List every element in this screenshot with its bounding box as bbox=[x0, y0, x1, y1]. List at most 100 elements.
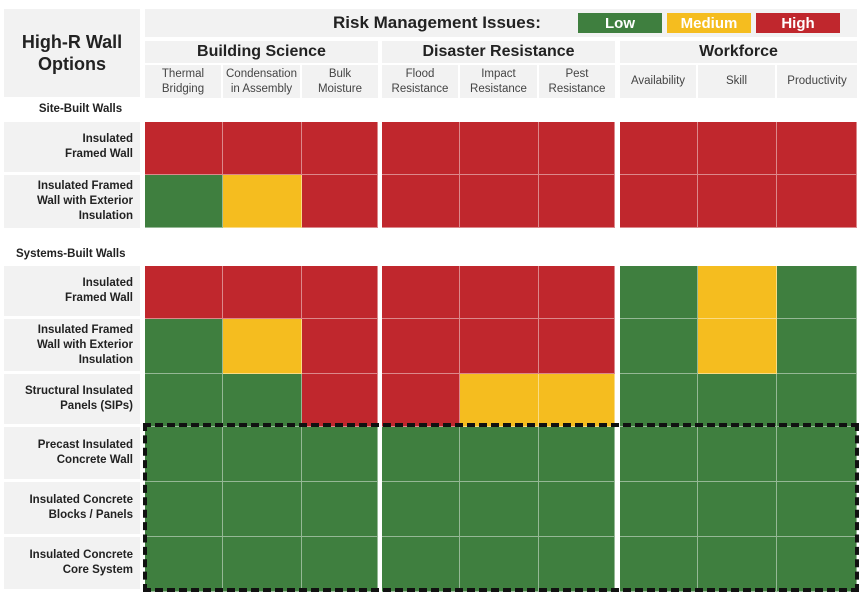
risk-cell bbox=[620, 319, 698, 374]
risk-cell bbox=[698, 537, 777, 592]
risk-cell bbox=[223, 319, 302, 374]
risk-cell bbox=[302, 374, 378, 427]
risk-cell bbox=[223, 175, 302, 228]
risk-cell bbox=[382, 122, 460, 175]
risk-cell bbox=[698, 482, 777, 537]
risk-cell bbox=[460, 122, 539, 175]
risk-cell bbox=[539, 319, 615, 374]
column-header: Impact Resistance bbox=[460, 65, 537, 98]
risk-cell bbox=[777, 482, 857, 537]
column-header: Productivity bbox=[777, 65, 857, 98]
risk-cell bbox=[777, 175, 857, 228]
risk-cell bbox=[460, 537, 539, 592]
risk-cell bbox=[223, 482, 302, 537]
risk-cell bbox=[620, 537, 698, 592]
column-header: Availability bbox=[620, 65, 696, 98]
risk-cell bbox=[302, 482, 378, 537]
row-label: Structural Insulated Panels (SIPs) bbox=[4, 374, 140, 424]
risk-cell bbox=[223, 266, 302, 319]
risk-cell bbox=[223, 537, 302, 592]
column-header: Condensation in Assembly bbox=[223, 65, 300, 98]
risk-cell bbox=[382, 319, 460, 374]
risk-cell bbox=[145, 319, 223, 374]
risk-cell bbox=[382, 266, 460, 319]
risk-cell bbox=[698, 374, 777, 427]
row-label: Insulated Framed Wall with Exterior Insu… bbox=[4, 175, 140, 228]
risk-cell bbox=[460, 482, 539, 537]
column-header: Thermal Bridging bbox=[145, 65, 221, 98]
risk-cell bbox=[145, 266, 223, 319]
risk-cell bbox=[777, 374, 857, 427]
group-header-building-science: Building Science bbox=[145, 41, 378, 63]
group-header-disaster-resistance: Disaster Resistance bbox=[382, 41, 615, 63]
risk-cell bbox=[302, 537, 378, 592]
legend-low: Low bbox=[578, 13, 662, 33]
risk-cell bbox=[145, 175, 223, 228]
risk-cell bbox=[620, 427, 698, 482]
risk-cell bbox=[223, 122, 302, 175]
section-label-site-built: Site-Built Walls bbox=[38, 103, 123, 115]
risk-cell bbox=[302, 122, 378, 175]
risk-cell bbox=[777, 319, 857, 374]
risk-cell bbox=[620, 175, 698, 228]
legend-title: Risk Management Issues: bbox=[333, 13, 541, 32]
risk-cell bbox=[302, 427, 378, 482]
risk-cell bbox=[539, 427, 615, 482]
risk-cell bbox=[460, 374, 539, 427]
risk-cell bbox=[145, 482, 223, 537]
column-header: Bulk Moisture bbox=[302, 65, 378, 98]
risk-cell bbox=[145, 374, 223, 427]
risk-cell bbox=[223, 427, 302, 482]
risk-cell bbox=[539, 537, 615, 592]
risk-cell bbox=[145, 537, 223, 592]
risk-cell bbox=[620, 482, 698, 537]
row-label: Insulated Framed Wall bbox=[4, 122, 140, 172]
risk-cell bbox=[698, 122, 777, 175]
risk-cell bbox=[698, 266, 777, 319]
row-label: Insulated Concrete Core System bbox=[4, 537, 140, 589]
risk-cell bbox=[382, 427, 460, 482]
risk-cell bbox=[382, 175, 460, 228]
section-label-systems-built: Systems-Built Walls bbox=[16, 248, 126, 260]
risk-cell bbox=[620, 122, 698, 175]
risk-cell bbox=[145, 427, 223, 482]
risk-cell bbox=[698, 427, 777, 482]
risk-cell bbox=[302, 319, 378, 374]
risk-cell bbox=[620, 374, 698, 427]
column-header: Skill bbox=[698, 65, 775, 98]
risk-cell bbox=[539, 266, 615, 319]
risk-cell bbox=[382, 537, 460, 592]
risk-cell bbox=[539, 122, 615, 175]
risk-cell bbox=[620, 266, 698, 319]
column-header: Flood Resistance bbox=[382, 65, 458, 98]
risk-cell bbox=[698, 319, 777, 374]
risk-cell bbox=[460, 175, 539, 228]
risk-cell bbox=[777, 266, 857, 319]
risk-cell bbox=[382, 374, 460, 427]
legend-high: High bbox=[756, 13, 840, 33]
row-label: Precast Insulated Concrete Wall bbox=[4, 427, 140, 479]
risk-cell bbox=[777, 122, 857, 175]
risk-cell bbox=[460, 319, 539, 374]
chart-title-box: High-R Wall Options bbox=[4, 9, 140, 97]
group-header-workforce: Workforce bbox=[620, 41, 857, 63]
risk-cell bbox=[145, 122, 223, 175]
chart-title: High-R Wall Options bbox=[21, 32, 123, 74]
risk-cell bbox=[302, 266, 378, 319]
risk-cell bbox=[698, 175, 777, 228]
risk-cell bbox=[777, 537, 857, 592]
risk-cell bbox=[382, 482, 460, 537]
risk-cell bbox=[539, 175, 615, 228]
risk-cell bbox=[539, 374, 615, 427]
risk-cell bbox=[777, 427, 857, 482]
column-header: Pest Resistance bbox=[539, 65, 615, 98]
row-label: Insulated Framed Wall with Exterior Insu… bbox=[4, 319, 140, 371]
risk-cell bbox=[460, 427, 539, 482]
risk-cell bbox=[302, 175, 378, 228]
risk-cell bbox=[223, 374, 302, 427]
row-label: Insulated Framed Wall bbox=[4, 266, 140, 316]
risk-cell bbox=[460, 266, 539, 319]
risk-cell bbox=[539, 482, 615, 537]
legend-medium: Medium bbox=[667, 13, 751, 33]
row-label: Insulated Concrete Blocks / Panels bbox=[4, 482, 140, 534]
